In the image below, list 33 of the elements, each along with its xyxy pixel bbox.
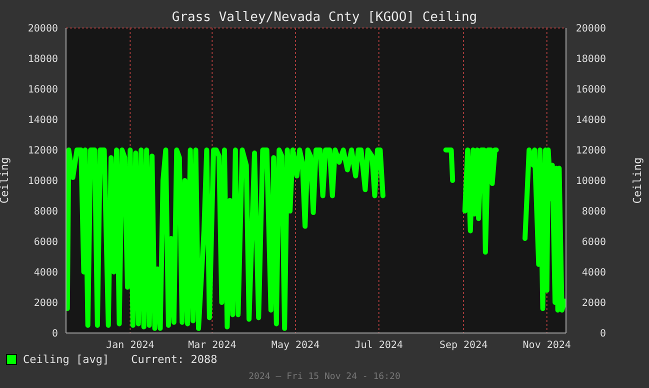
y2-tick-label: 0 bbox=[600, 328, 606, 340]
x-tick-label: Sep 2024 bbox=[439, 340, 488, 352]
y2-tick-label: 2000 bbox=[582, 298, 606, 310]
y-tick-label: 6000 bbox=[34, 237, 58, 248]
y-tick-label: 14000 bbox=[28, 115, 58, 126]
y2-tick-label: 16000 bbox=[576, 84, 606, 96]
x-tick-label: May 2024 bbox=[271, 340, 320, 352]
x-tick-label: Mar 2024 bbox=[188, 340, 236, 352]
y2-tick-label: 6000 bbox=[582, 237, 606, 248]
y-tick-label: 2000 bbox=[34, 298, 58, 310]
y2-tick-label: 10000 bbox=[576, 176, 606, 188]
y-tick-label: 18000 bbox=[28, 54, 58, 66]
x-tick-label: Jul 2024 bbox=[354, 340, 403, 352]
text: Current: 2088 bbox=[131, 353, 218, 366]
y2-tick-label: 18000 bbox=[576, 54, 606, 66]
y2-tick-label: 14000 bbox=[576, 115, 606, 126]
y2-tick-label: 8000 bbox=[582, 206, 606, 218]
y-tick-label: 12000 bbox=[28, 146, 58, 157]
y2-tick-label: 20000 bbox=[576, 24, 606, 35]
y-tick-label: 10000 bbox=[28, 176, 58, 188]
y-tick-label: 16000 bbox=[28, 84, 58, 96]
y2-axis-title: Ceiling bbox=[630, 157, 644, 204]
x-tick-label: Jan 2024 bbox=[106, 340, 154, 352]
y2-tick-label: 4000 bbox=[582, 268, 606, 279]
chart-title: Grass Valley/Nevada Cnty [KGOO] Ceiling bbox=[170, 10, 478, 25]
y-tick-label: 4000 bbox=[34, 268, 58, 279]
text: 2024 — Fri 15 Nov 24 - 16:20 bbox=[248, 372, 402, 382]
legend-label: Ceiling [avg] bbox=[22, 353, 110, 366]
y-tick-label: 0 bbox=[52, 328, 58, 340]
y2-tick-label: 12000 bbox=[576, 146, 606, 157]
x-tick-label: Nov 2024 bbox=[522, 340, 571, 352]
y-tick-label: 20000 bbox=[28, 24, 58, 35]
y-tick-label: 8000 bbox=[34, 206, 58, 218]
